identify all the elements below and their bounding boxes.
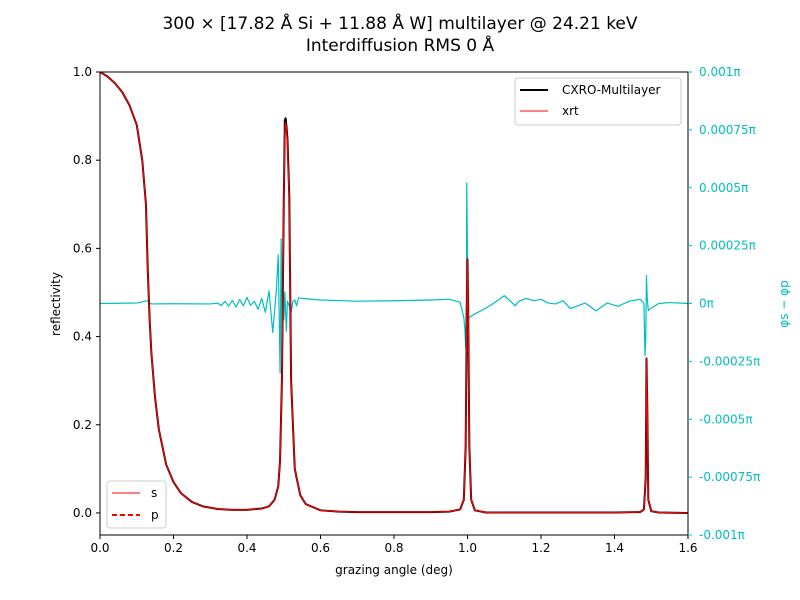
y2-tick-label: -0.0005π [699, 412, 753, 426]
legend-xrt-label: xrt [562, 104, 579, 118]
x-tick-label: 1.2 [531, 541, 550, 555]
y2-tick-label: -0.00075π [699, 470, 760, 484]
y2-tick-label: 0.00025π [699, 239, 756, 253]
x-axis: 0.0 0.2 0.4 0.6 0.8 1.0 1.2 1.4 1.6 [90, 535, 698, 555]
legend-bottom: s p [106, 480, 167, 529]
legend-top-box [514, 77, 682, 126]
series-line-xrt [100, 72, 688, 514]
y-tick-label: 0.8 [73, 153, 92, 167]
series-line-phase [100, 182, 688, 374]
y2-axis-label: φs − φp [777, 280, 791, 327]
legend-p-label: p [151, 508, 159, 522]
chart-title-line2: Interdiffusion RMS 0 Å [306, 34, 495, 56]
y2-tick-label: 0.001π [699, 65, 741, 79]
legend-top: CXRO-Multilayer xrt [514, 77, 682, 126]
y-tick-label: 0.2 [73, 418, 92, 432]
series-layer [100, 72, 688, 514]
y-tick-label: 0.4 [73, 330, 92, 344]
x-tick-label: 0.8 [384, 541, 403, 555]
x-axis-label: grazing angle (deg) [335, 563, 453, 577]
x-tick-label: 1.0 [458, 541, 477, 555]
x-tick-label: 1.6 [678, 541, 697, 555]
y-axis-left: 0.0 0.2 0.4 0.6 0.8 1.0 [73, 65, 100, 520]
y2-tick-label: 0π [699, 297, 714, 311]
y2-tick-label: -0.00025π [699, 354, 760, 368]
x-tick-label: 1.4 [605, 541, 624, 555]
y-tick-label: 0.6 [73, 241, 92, 255]
legend-s-label: s [151, 486, 157, 500]
y-tick-label: 1.0 [73, 65, 92, 79]
x-tick-label: 0.4 [237, 541, 256, 555]
y2-tick-label: 0.0005π [699, 181, 748, 195]
chart-title-line1: 300 × [17.82 Å Si + 11.88 Å W] multilaye… [162, 12, 637, 34]
x-tick-label: 0.0 [90, 541, 109, 555]
y-axis-label: reflectivity [49, 272, 63, 336]
legend-cxro-label: CXRO-Multilayer [562, 83, 661, 97]
y2-tick-label: -0.001π [699, 528, 745, 542]
y2-tick-label: 0.00075π [699, 123, 756, 137]
x-tick-label: 0.6 [311, 541, 330, 555]
y-axis-right: -0.001π -0.00075π -0.0005π -0.00025π 0π 0.000… [688, 65, 760, 542]
y-tick-label: 0.0 [73, 506, 92, 520]
x-tick-label: 0.2 [164, 541, 183, 555]
